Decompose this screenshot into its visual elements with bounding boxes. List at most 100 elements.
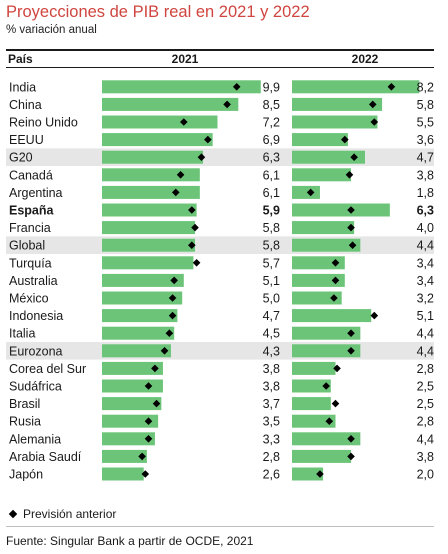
previous-forecast-marker-2022 <box>322 382 330 390</box>
bar-2021 <box>102 432 155 446</box>
previous-forecast-marker-2021 <box>191 223 199 232</box>
previous-forecast-marker-2022 <box>350 153 358 161</box>
bar-2022 <box>292 467 324 481</box>
bar-2022 <box>292 397 331 411</box>
bar-2021 <box>102 414 159 428</box>
value-label-2022: 3,8 <box>417 168 434 182</box>
value-label-2021: 8,5 <box>263 98 280 112</box>
previous-forecast-marker-2021 <box>168 294 177 302</box>
value-label-2021: 5,1 <box>263 274 280 288</box>
previous-forecast-marker-2021 <box>144 382 153 390</box>
value-label-2021: 6,1 <box>263 168 280 182</box>
bar-2021 <box>102 133 213 147</box>
bar-2021 <box>102 256 194 270</box>
bar-2021 <box>102 361 163 375</box>
value-label-2022: 2,8 <box>417 362 434 376</box>
column-header-country: País <box>8 52 33 66</box>
country-label: Eurozona <box>9 344 63 358</box>
value-label-2022: 5,8 <box>417 98 434 112</box>
bar-2022 <box>292 150 365 164</box>
country-label: Argentina <box>9 186 63 200</box>
value-label-2022: 3,6 <box>417 133 434 147</box>
value-label-2022: 4,4 <box>417 432 434 446</box>
value-label-2022: 4,4 <box>417 239 434 253</box>
bar-2021 <box>102 203 197 217</box>
previous-forecast-marker-2022 <box>347 452 355 461</box>
value-label-2022: 2,5 <box>417 380 434 394</box>
previous-forecast-marker-2021 <box>151 364 159 373</box>
country-label: Turquía <box>9 256 52 270</box>
bar-2021 <box>102 379 163 393</box>
value-label-2022: 4,7 <box>417 151 434 165</box>
country-label: España <box>9 204 55 218</box>
previous-forecast-marker-2022 <box>347 223 355 232</box>
value-label-2021: 5,8 <box>263 239 280 253</box>
previous-forecast-marker-2021 <box>144 435 153 443</box>
highlight-row-band <box>6 148 434 166</box>
value-label-2022: 3,4 <box>417 274 434 288</box>
value-label-2021: 6,3 <box>263 151 280 165</box>
previous-forecast-marker-2022 <box>331 259 340 267</box>
source-note: Fuente: Singular Bank a partir de OCDE, … <box>6 534 254 548</box>
value-label-2021: 3,5 <box>263 415 280 429</box>
bar-2022 <box>292 185 320 199</box>
country-label: Global <box>9 239 45 253</box>
value-label-2021: 5,9 <box>263 204 280 218</box>
previous-forecast-marker-2021 <box>192 259 201 267</box>
country-label: EEUU <box>9 133 44 147</box>
bar-2022 <box>292 414 336 428</box>
country-label: Italia <box>9 327 35 341</box>
value-label-2021: 4,7 <box>263 309 280 323</box>
previous-forecast-marker-2021 <box>165 329 174 337</box>
country-label: Australia <box>9 274 58 288</box>
highlight-row-band <box>6 236 434 254</box>
bar-2021 <box>102 115 218 129</box>
bar-2021 <box>102 80 261 94</box>
previous-forecast-marker-2021 <box>179 118 188 126</box>
bar-2022 <box>292 291 342 305</box>
highlight-row-band <box>6 342 434 360</box>
value-label-2021: 9,9 <box>263 80 280 94</box>
bar-2021 <box>102 309 178 323</box>
value-label-2021: 6,9 <box>263 133 280 147</box>
value-label-2022: 6,3 <box>417 204 434 218</box>
previous-forecast-marker-2021 <box>170 276 178 285</box>
country-label: Canadá <box>9 168 53 182</box>
chart-title: Proyecciones de PIB real en 2021 y 2022 <box>6 3 310 21</box>
previous-forecast-marker-2022 <box>348 241 357 249</box>
previous-forecast-marker-2021 <box>141 470 150 478</box>
previous-forecast-marker-2022 <box>370 118 379 126</box>
bar-2021 <box>102 185 200 199</box>
previous-forecast-marker-2022 <box>331 276 340 285</box>
bar-2022 <box>292 238 361 252</box>
value-label-2022: 1,8 <box>417 186 434 200</box>
previous-forecast-marker-2022 <box>347 347 355 355</box>
bar-2021 <box>102 238 196 252</box>
country-label: México <box>9 292 49 306</box>
country-label: Sudáfrica <box>9 380 62 394</box>
value-label-2022: 8,2 <box>417 80 434 94</box>
value-label-2021: 2,8 <box>263 450 280 464</box>
previous-forecast-marker-2022 <box>370 311 379 320</box>
bar-2021 <box>102 291 183 305</box>
previous-forecast-marker-2021 <box>188 206 196 214</box>
bar-2021 <box>102 467 144 481</box>
country-label: Corea del Sur <box>9 362 86 376</box>
country-label: Brasil <box>9 397 40 411</box>
diamond-marker-icon <box>8 510 18 519</box>
previous-forecast-marker-2021 <box>171 188 180 197</box>
previous-forecast-marker-2022 <box>325 417 334 425</box>
bar-2022 <box>292 115 378 129</box>
previous-forecast-marker-2022 <box>316 470 324 478</box>
previous-forecast-marker-2022 <box>306 188 315 197</box>
value-label-2022: 4,4 <box>417 327 434 341</box>
chart-subtitle: % variación anual <box>6 24 97 36</box>
bar-2021 <box>102 150 204 164</box>
bar-2022 <box>292 168 352 182</box>
value-label-2021: 5,7 <box>263 256 280 270</box>
value-label-2022: 3,2 <box>417 292 434 306</box>
bar-2022 <box>292 80 420 94</box>
country-label: Reino Unido <box>9 116 78 130</box>
value-label-2021: 5,8 <box>263 221 280 235</box>
country-label: Francia <box>9 221 51 235</box>
